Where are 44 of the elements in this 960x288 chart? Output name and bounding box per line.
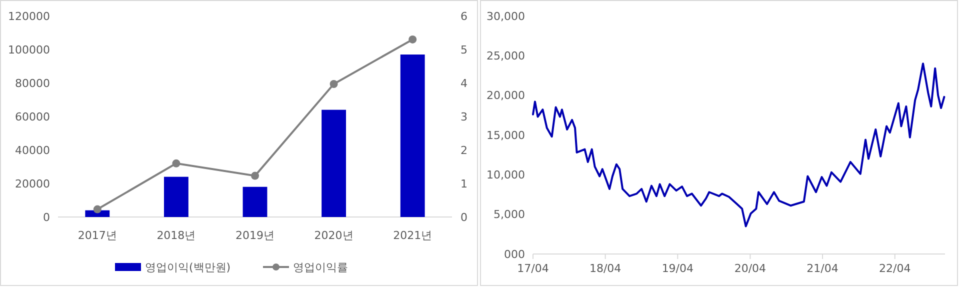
point (330, 80, 338, 88)
line-series (532, 62, 946, 228)
y-tick-label: 000 (504, 248, 525, 261)
bar (242, 186, 268, 217)
point (408, 35, 417, 44)
y-tick-label: 15,000 (486, 128, 525, 142)
y-tick-label: 60000 (15, 110, 50, 124)
point (172, 159, 180, 168)
y2-tick-label: 4 (460, 76, 468, 90)
legend-label: 영업이익률 (293, 260, 348, 274)
y-tick-label: 0 (43, 210, 50, 224)
x-tick-label: 19/04 (662, 262, 694, 275)
x-tick-label: 20/04 (734, 262, 766, 275)
point (251, 172, 259, 180)
x-tick-label: 21/04 (806, 262, 838, 275)
y2-tick-label: 3 (460, 110, 468, 124)
y-tick-label: 20,000 (486, 89, 525, 102)
bar (164, 176, 188, 217)
y-tick-label: 100000 (8, 43, 50, 56)
x-tick-label: 2021년 (393, 229, 432, 242)
x-tick-label: 2018년 (156, 229, 196, 242)
bar (322, 110, 346, 217)
x-tick-label: 2017년 (78, 229, 117, 242)
x-tick-label: 2020년 (314, 229, 354, 242)
y2-tick-label: 6 (460, 10, 468, 23)
bar (400, 54, 425, 217)
y-tick-label: 10,000 (486, 168, 525, 182)
y-tick-label: 80000 (15, 76, 50, 90)
x-tick-label: 17/04 (517, 262, 549, 275)
y-tick-label: 5,000 (494, 208, 525, 222)
y-tick-label: 30,000 (486, 10, 525, 23)
y-tick-label: 20000 (15, 177, 50, 190)
x-tick-label: 18/04 (589, 262, 622, 275)
legend-label: 영업이익(백만원) (145, 260, 231, 274)
y-tick-label: 25,000 (486, 50, 525, 63)
y2-tick-label: 5 (460, 43, 468, 56)
x-tick-label: 2019년 (236, 229, 274, 242)
x-tick-label: 22/04 (879, 262, 911, 275)
y-tick-label: 120000 (8, 10, 50, 23)
y2-tick-label: 2 (460, 144, 468, 157)
y-tick-label: 40000 (15, 144, 50, 157)
y2-tick-label: 1 (460, 177, 468, 190)
y2-tick-label: 0 (460, 210, 468, 224)
point (93, 205, 102, 214)
